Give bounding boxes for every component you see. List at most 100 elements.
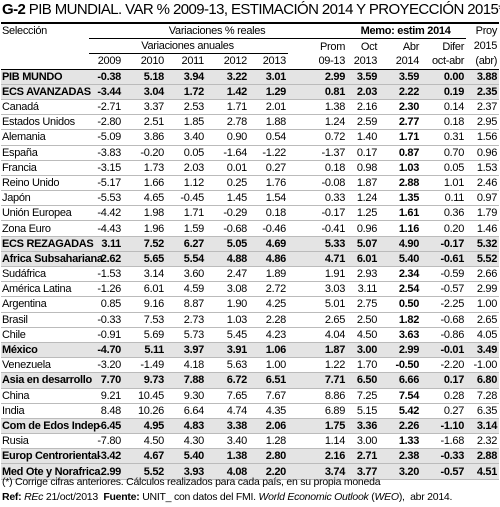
table-cell: 2.03 bbox=[166, 160, 206, 176]
table: Selección Variaciones % reales Memo: est… bbox=[1, 22, 500, 480]
source: Ref: REc 21/oct/2013 Fuente: UNIT_ con d… bbox=[2, 491, 453, 503]
table-cell: América Latina bbox=[1, 281, 89, 298]
table-cell: 2.99 bbox=[379, 342, 422, 359]
header-cell: (abr) bbox=[466, 53, 500, 70]
table-cell: -1.00 bbox=[466, 357, 500, 374]
table-cell: 2.77 bbox=[379, 114, 422, 131]
table-cell: Chile bbox=[1, 327, 89, 343]
table-cell: 1.42 bbox=[206, 84, 249, 100]
table-cell: 1.71 bbox=[166, 205, 206, 222]
header-cell: Abr bbox=[402, 40, 420, 53]
table-row: América Latina -1.26 6.01 4.59 3.08 2.72 3.03 3… bbox=[1, 281, 500, 298]
table-cell: 1.03 bbox=[379, 160, 422, 176]
table-cell: 3.01 bbox=[249, 69, 288, 85]
header-cell: 2014 bbox=[379, 53, 422, 70]
table-cell: ECS REZAGADAS bbox=[1, 236, 94, 252]
table-cell: 2.28 bbox=[249, 312, 288, 328]
table-cell: 1.53 bbox=[466, 160, 500, 176]
table-cell: Sudáfrica bbox=[1, 266, 89, 283]
table-cell: 2.37 bbox=[466, 99, 500, 116]
footnote: (*) Corrige cifras anteriores. Cálculos … bbox=[2, 476, 381, 488]
table-cell: -1.22 bbox=[249, 145, 288, 161]
table-cell: 0.50 bbox=[379, 296, 422, 313]
table-cell: 4.86 bbox=[249, 251, 288, 268]
source-text: UNIT_ con datos del FMI. bbox=[142, 491, 256, 503]
table-cell: -0.17 bbox=[288, 205, 348, 222]
table-cell: 2.88 bbox=[379, 175, 422, 192]
table-cell: 4.67 bbox=[123, 448, 166, 465]
table-cell: 7.54 bbox=[379, 388, 422, 404]
table-cell: 3.49 bbox=[466, 342, 500, 359]
header-cell: Memo: estim 2014 bbox=[347, 22, 467, 40]
table-cell: 0.25 bbox=[206, 175, 249, 192]
table-cell: China bbox=[1, 388, 89, 404]
table-row: China 9.21 10.45 9.30 7.65 7.67 8.86 7.25 7.54 0.… bbox=[1, 388, 500, 404]
table-cell: 1.00 bbox=[466, 296, 500, 313]
table-cell: 3.14 bbox=[123, 266, 166, 283]
table-cell: 3.88 bbox=[466, 69, 500, 85]
table-cell: 2.78 bbox=[206, 114, 249, 131]
table-cell: 0.96 bbox=[347, 220, 380, 237]
table-cell: 0.54 bbox=[249, 129, 288, 146]
table-cell: -5.09 bbox=[89, 129, 123, 146]
table-cell: -0.33 bbox=[421, 448, 467, 465]
header-cell: Selección bbox=[1, 22, 89, 39]
table-row: Estados Unidos -2.80 2.51 1.85 2.78 1.88 1.24 2… bbox=[1, 114, 500, 131]
header-cell: Prom bbox=[319, 40, 346, 53]
table-cell: 5.63 bbox=[206, 357, 249, 374]
table-cell: 1.96 bbox=[123, 220, 166, 237]
table-cell: 5.33 bbox=[288, 236, 348, 252]
table-cell: 3.14 bbox=[466, 418, 500, 435]
ref-date: 21/oct/2013 bbox=[45, 491, 98, 503]
table-cell: 3.59 bbox=[379, 69, 422, 85]
table-cell: 1.72 bbox=[166, 84, 206, 100]
table-cell: Europ Centroriental bbox=[1, 448, 100, 465]
table-cell: -1.37 bbox=[288, 145, 348, 161]
table-row: PIB MUNDO -0.38 5.18 3.94 3.22 3.01 2.99 3.59 3.… bbox=[1, 69, 500, 85]
table-cell: 3.20 bbox=[379, 463, 422, 480]
table-cell: 5.52 bbox=[123, 463, 166, 480]
table-cell: -0.91 bbox=[89, 327, 123, 343]
table-cell: -0.08 bbox=[288, 175, 348, 192]
header-cell: Difer bbox=[442, 40, 465, 53]
table-cell: 6.01 bbox=[347, 251, 380, 268]
table-cell: -3.42 bbox=[89, 448, 123, 465]
table-cell: 0.17 bbox=[421, 372, 467, 389]
table-row: Sudáfrica -1.53 3.14 3.60 2.47 1.89 1.91 2.93 2.… bbox=[1, 266, 500, 283]
table-cell: 4.71 bbox=[288, 251, 348, 268]
table-cell: 2.88 bbox=[466, 448, 500, 465]
table-cell: 0.18 bbox=[288, 160, 348, 176]
ref-label: Ref: bbox=[2, 491, 22, 503]
table-cell: 7.71 bbox=[288, 372, 348, 389]
table-cell: 6.89 bbox=[288, 403, 348, 419]
table-cell: PIB MUNDO bbox=[1, 69, 89, 85]
table-cell: -1.49 bbox=[123, 357, 166, 374]
table-cell: -2.20 bbox=[421, 357, 467, 374]
table-cell: Francia bbox=[1, 160, 89, 176]
table-cell: -0.59 bbox=[421, 266, 467, 283]
table-cell: 4.95 bbox=[123, 418, 166, 435]
table-cell: -7.80 bbox=[89, 433, 123, 450]
table-cell: 2.01 bbox=[249, 99, 288, 116]
table-cell: 5.52 bbox=[466, 251, 500, 268]
table-cell: 1.59 bbox=[166, 220, 206, 237]
table-cell: 0.70 bbox=[421, 145, 467, 161]
table-cell: 6.80 bbox=[466, 372, 500, 389]
table-cell: 4.35 bbox=[249, 403, 288, 419]
table-cell: 2.47 bbox=[206, 266, 249, 283]
table-cell: 2.72 bbox=[249, 281, 288, 298]
table-cell: 1.22 bbox=[288, 357, 348, 374]
table-cell: 1.12 bbox=[166, 175, 206, 192]
table-cell: 1.79 bbox=[466, 205, 500, 222]
table-row: Com de Edos Indep -6.45 4.95 4.83 3.38 2.06 1.… bbox=[1, 418, 500, 435]
table-cell: 2.80 bbox=[249, 448, 288, 465]
header-cell: 2009 bbox=[89, 53, 123, 70]
table-cell: 1.75 bbox=[288, 418, 348, 435]
table-cell: 1.89 bbox=[249, 266, 288, 283]
table-cell: 1.38 bbox=[288, 99, 348, 116]
title-code: G-2 bbox=[2, 1, 26, 18]
table-row: Africa Subsahariana 2.62 5.65 5.54 4.88 4.86 4… bbox=[1, 251, 500, 268]
table-cell: 5.40 bbox=[379, 251, 422, 268]
table-cell: 0.05 bbox=[421, 160, 467, 176]
table-cell: Africa Subsahariana bbox=[1, 251, 103, 268]
